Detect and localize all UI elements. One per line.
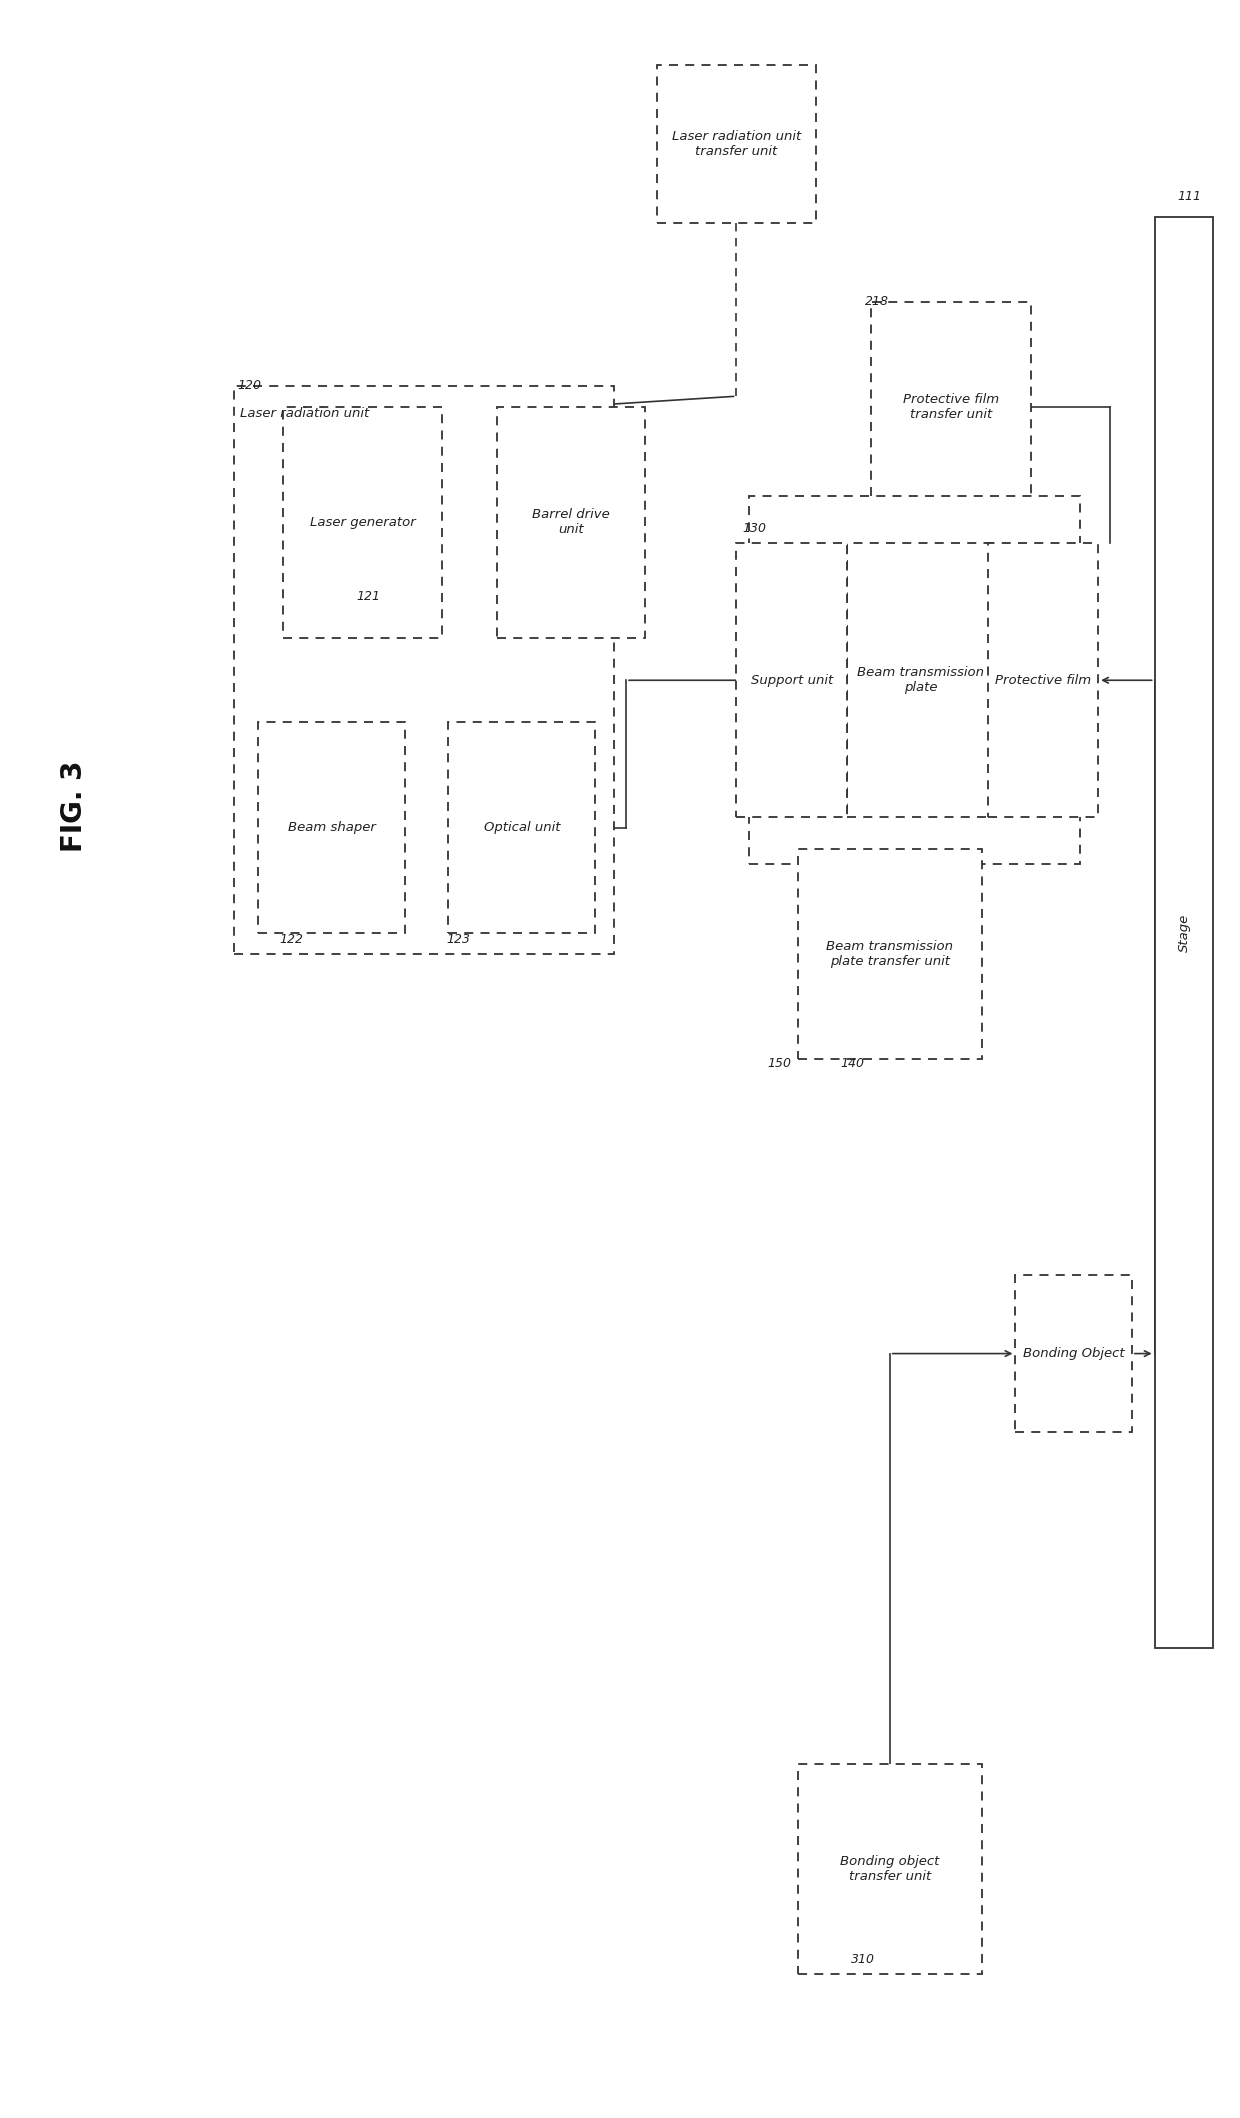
Text: Bonding object
transfer unit: Bonding object transfer unit [839,1855,940,1883]
Bar [283,407,443,638]
Text: Barrel drive
unit: Barrel drive unit [532,508,610,536]
Text: Bonding Object: Bonding Object [1023,1347,1125,1360]
Text: Beam shaper: Beam shaper [288,822,376,834]
Bar [497,407,645,638]
Text: 122: 122 [279,932,303,945]
Bar [797,1764,982,1974]
Text: FIG. 3: FIG. 3 [61,760,88,851]
Text: 123: 123 [446,932,470,945]
Text: Support unit: Support unit [750,674,833,686]
Text: Beam transmission
plate: Beam transmission plate [857,667,983,695]
Text: Stage: Stage [1178,913,1190,951]
Bar [657,66,816,222]
Text: Protective film
transfer unit: Protective film transfer unit [903,392,999,421]
Text: Beam transmission
plate transfer unit: Beam transmission plate transfer unit [826,940,954,968]
Bar [847,544,994,818]
Bar [234,385,614,953]
Text: Protective film: Protective film [994,674,1091,686]
Text: Optical unit: Optical unit [484,822,560,834]
Text: 150: 150 [768,1057,791,1070]
Bar [449,722,595,932]
Text: 140: 140 [841,1057,864,1070]
Bar [749,496,1080,864]
Text: 120: 120 [237,379,262,392]
Text: 310: 310 [851,1953,874,1966]
Text: Laser radiation unit: Laser radiation unit [239,407,370,419]
Text: 111: 111 [1178,191,1202,203]
Bar [797,849,982,1059]
Bar [258,722,405,932]
Text: 218: 218 [866,294,889,307]
Bar [872,301,1030,513]
Bar [737,544,847,818]
Bar [1154,218,1214,1648]
Text: Laser generator: Laser generator [310,517,415,530]
Bar [988,544,1099,818]
Text: Laser radiation unit
transfer unit: Laser radiation unit transfer unit [672,129,801,157]
Text: 121: 121 [356,589,381,604]
Bar [1016,1275,1132,1432]
Text: 130: 130 [743,523,766,536]
